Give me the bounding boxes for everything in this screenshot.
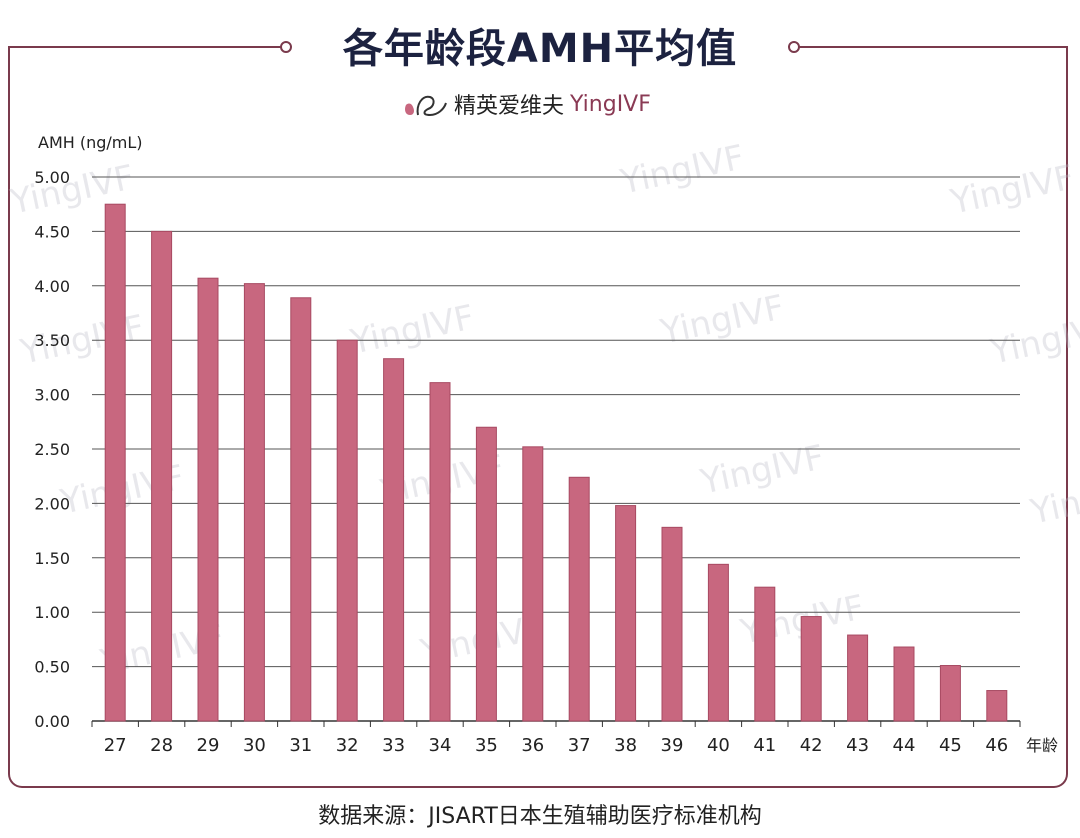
x-tick-label: 29 [197, 735, 220, 756]
bar [336, 339, 358, 722]
x-tick-label: 43 [846, 735, 869, 756]
bar [151, 230, 173, 722]
y-axis-label: AMH (ng/mL) [38, 133, 143, 152]
bar [243, 283, 265, 722]
x-tick-label: 45 [939, 735, 962, 756]
chart-title: 各年龄段AMH平均值 [342, 26, 738, 72]
x-tick-label: 36 [521, 735, 544, 756]
frame-dot-right [788, 41, 800, 53]
y-tick-label: 1.00 [34, 603, 70, 622]
bar [986, 690, 1008, 722]
x-tick-label: 38 [614, 735, 637, 756]
y-tick-label: 0.00 [34, 712, 70, 731]
bar [615, 505, 637, 722]
x-tick-label: 34 [429, 735, 452, 756]
brand-logo: 精英爱维夫 YingIVF [400, 88, 651, 120]
x-tick-label: 27 [104, 735, 127, 756]
x-tick-label: 30 [243, 735, 266, 756]
bar [754, 586, 776, 722]
y-tick-label: 1.50 [34, 549, 70, 568]
brand-name-cn: 精英爱维夫 [454, 94, 565, 119]
y-tick-label: 2.00 [34, 494, 70, 513]
y-tick-label: 3.50 [34, 331, 70, 350]
x-axis-label: 年龄 [1026, 736, 1058, 755]
bar [707, 563, 729, 722]
bar [475, 426, 497, 722]
y-tick-label: 2.50 [34, 440, 70, 459]
bar [661, 526, 683, 722]
frame-top-right-line [794, 46, 1068, 48]
swan-logo-icon [405, 95, 447, 117]
chart-frame [8, 46, 1068, 788]
x-tick-label: 28 [150, 735, 173, 756]
y-tick-label: 4.50 [34, 222, 70, 241]
brand-name-en: YingIVF [570, 91, 651, 117]
x-tick-label: 31 [289, 735, 312, 756]
x-tick-label: 32 [336, 735, 359, 756]
x-tick-label: 40 [707, 735, 730, 756]
data-source-note: 数据来源：JISART日本生殖辅助医疗标准机构 [318, 804, 762, 829]
bar [290, 297, 312, 722]
bar [429, 382, 451, 722]
x-tick-label: 33 [382, 735, 405, 756]
x-tick-label: 46 [985, 735, 1008, 756]
x-tick-label: 41 [753, 735, 776, 756]
x-tick-label: 44 [893, 735, 916, 756]
bar [847, 634, 869, 722]
bar [104, 203, 126, 722]
x-tick-label: 35 [475, 735, 498, 756]
bar [383, 358, 405, 722]
frame-top-left-line [8, 46, 284, 48]
y-tick-label: 0.50 [34, 658, 70, 677]
x-tick-label: 42 [800, 735, 823, 756]
frame-dot-left [280, 41, 292, 53]
bar [893, 646, 915, 722]
y-tick-label: 4.00 [34, 277, 70, 296]
bar [522, 446, 544, 722]
bar [939, 665, 961, 722]
bar [800, 616, 822, 722]
y-tick-label: 3.00 [34, 386, 70, 405]
y-tick-label: 5.00 [34, 168, 70, 187]
x-tick-label: 39 [661, 735, 684, 756]
x-tick-label: 37 [568, 735, 591, 756]
bar [568, 476, 590, 722]
bar [197, 277, 219, 722]
